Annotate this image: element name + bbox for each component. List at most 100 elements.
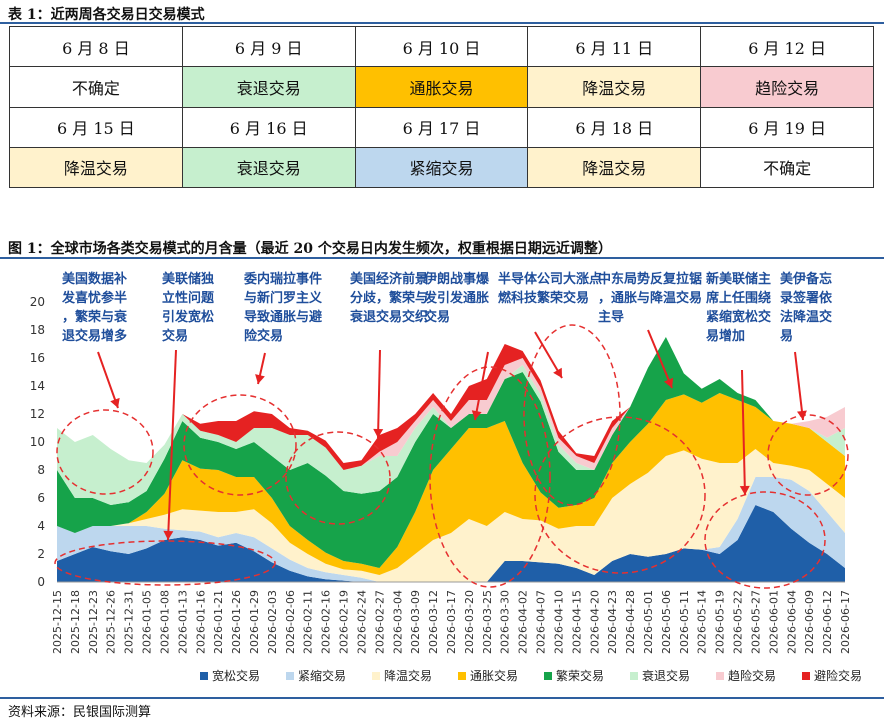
arrow-head: [255, 374, 265, 384]
y-tick-label: 0: [37, 575, 45, 589]
series-area-降温交易: [57, 449, 845, 582]
arrow-head: [663, 377, 674, 388]
x-tick-label: 2025-12-26: [105, 590, 118, 654]
x-tick-label: 2026-04-15: [570, 590, 583, 654]
annotation-text: 中东局势反复拉锯，通胀与降温交易主导: [598, 271, 702, 325]
x-tick-label: 2026-05-14: [696, 590, 709, 654]
legend-label: 避险交易: [814, 668, 862, 683]
x-tick-label: 2026-02-19: [338, 590, 351, 654]
annotation-arrow: [794, 351, 804, 421]
x-tick-label: 2026-02-06: [284, 590, 297, 654]
x-tick-label: 2025-12-15: [51, 590, 64, 654]
x-tick-label: 2026-06-09: [803, 590, 816, 654]
date-cell: 6 月 18 日: [527, 106, 702, 148]
x-tick-label: 2026-03-20: [463, 590, 476, 654]
x-tick-label: 2026-06-04: [785, 590, 798, 654]
x-tick-label: 2026-03-30: [499, 590, 512, 654]
x-tick-label: 2026-04-20: [588, 590, 601, 654]
arrow-head: [471, 410, 482, 420]
annotation-text: 委内瑞拉事件与新门罗主义导致通胀与避险交易: [243, 271, 323, 344]
x-tick-label: 2026-06-12: [821, 590, 834, 654]
x-tick-label: 2026-04-28: [624, 590, 637, 654]
mode-cell: 降温交易: [527, 146, 702, 189]
highlight-ellipse: [534, 416, 706, 574]
legend-label: 紧缩交易: [298, 668, 346, 683]
highlight-ellipse: [767, 414, 849, 496]
date-cell: 6 月 12 日: [700, 25, 874, 68]
x-tick-label: 2026-05-19: [714, 590, 727, 654]
highlight-ellipse: [285, 431, 391, 525]
mode-row: 降温交易 衰退交易 紧缩交易 降温交易 不确定: [9, 146, 874, 189]
x-tick-label: 2026-03-12: [427, 590, 440, 654]
figure-caption: 图 1：全球市场各类交易模式的月含量（最近 20 个交易日内发生频次，权重根据日…: [8, 241, 612, 257]
x-tick-label: 2026-02-16: [320, 590, 333, 654]
annotation-arrow: [97, 351, 119, 409]
legend-label: 繁荣交易: [556, 668, 604, 683]
x-tick-label: 2026-03-09: [409, 590, 422, 654]
x-tick-label: 2026-03-25: [481, 590, 494, 654]
x-tick-label: 2026-06-17: [839, 590, 852, 654]
y-tick-label: 6: [37, 491, 45, 505]
x-tick-label: 2026-05-06: [660, 590, 673, 654]
mode-cell: 不确定: [700, 146, 874, 189]
annotation-text: 伊朗战事爆发引发通胀交易: [423, 271, 490, 325]
trading-mode-chart: 0 2 4 6 8 10 12 14 16 18 20 2025-12-15 2025-12-18 202…: [30, 271, 862, 683]
y-tick-label: 10: [30, 435, 45, 449]
annotation-arrow: [741, 369, 746, 496]
annotation-arrow: [474, 351, 489, 421]
annotation-arrow: [377, 349, 381, 439]
series-area-宽松交易: [57, 505, 845, 582]
x-tick-label: 2026-04-23: [606, 590, 619, 654]
source-note: 资料来源：民银国际测算: [8, 705, 152, 720]
x-tick-label: 2026-02-11: [302, 590, 315, 654]
y-tick-label: 12: [30, 407, 45, 421]
series-area-衰退交易: [57, 337, 845, 505]
highlight-ellipse: [183, 394, 297, 496]
legend-label: 趋险交易: [728, 668, 776, 683]
annotation-text: 美国数据补发喜忧参半，繁荣与衰退交易增多: [61, 271, 128, 344]
legend-swatch: [200, 672, 208, 680]
x-tick-label: 2026-05-22: [732, 590, 745, 654]
mode-cell: 不确定: [9, 66, 183, 108]
mode-row: 不确定 衰退交易 通胀交易 降温交易 趋险交易: [9, 66, 874, 108]
y-tick-label: 18: [30, 323, 45, 337]
x-tick-label: 2026-02-24: [355, 590, 368, 654]
x-tick-label: 2026-06-01: [767, 590, 780, 654]
x-tick-label: 2025-12-18: [69, 590, 82, 654]
annotation-text: 美国经济前景分歧，繁荣与衰退交易交织: [349, 271, 428, 325]
y-tick-label: 16: [30, 351, 45, 365]
annotation-text: 新美联储主席上任围绕紧缩宽松交易增加: [706, 271, 771, 344]
highlight-ellipse: [429, 366, 551, 588]
date-cell: 6 月 9 日: [181, 25, 356, 68]
y-tick-label: 4: [37, 519, 45, 533]
x-tick-label: 2026-05-27: [749, 590, 762, 654]
arrow-head: [796, 410, 807, 420]
mode-cell: 紧缩交易: [354, 146, 529, 189]
date-cell: 6 月 15 日: [9, 106, 183, 148]
x-tick-label: 2026-01-29: [248, 590, 261, 654]
legend-swatch: [372, 672, 380, 680]
series-area-繁荣交易: [57, 337, 845, 568]
arrow-head: [373, 428, 384, 438]
legend-label: 通胀交易: [470, 668, 518, 683]
x-tick-label: 2026-01-26: [230, 590, 243, 654]
x-tick-label: 2026-01-13: [176, 590, 189, 654]
x-tick-label: 2026-05-11: [678, 590, 691, 654]
highlight-ellipse: [704, 491, 826, 589]
x-tick-label: 2026-04-02: [517, 590, 530, 654]
caption-rule: [0, 22, 884, 24]
date-cell: 6 月 19 日: [700, 106, 874, 148]
source-rule: [0, 697, 884, 699]
y-tick-label: 8: [37, 463, 45, 477]
x-tick-label: 2026-01-16: [194, 590, 207, 654]
date-cell: 6 月 17 日: [354, 106, 529, 148]
date-cell: 6 月 8 日: [9, 25, 183, 68]
x-tick-label: 2026-03-04: [391, 590, 404, 654]
y-tick-label: 2: [37, 547, 45, 561]
x-tick-label: 2026-01-05: [141, 590, 154, 654]
x-tick-label: 2025-12-23: [87, 590, 100, 654]
x-tick-label: 2026-02-03: [266, 590, 279, 654]
